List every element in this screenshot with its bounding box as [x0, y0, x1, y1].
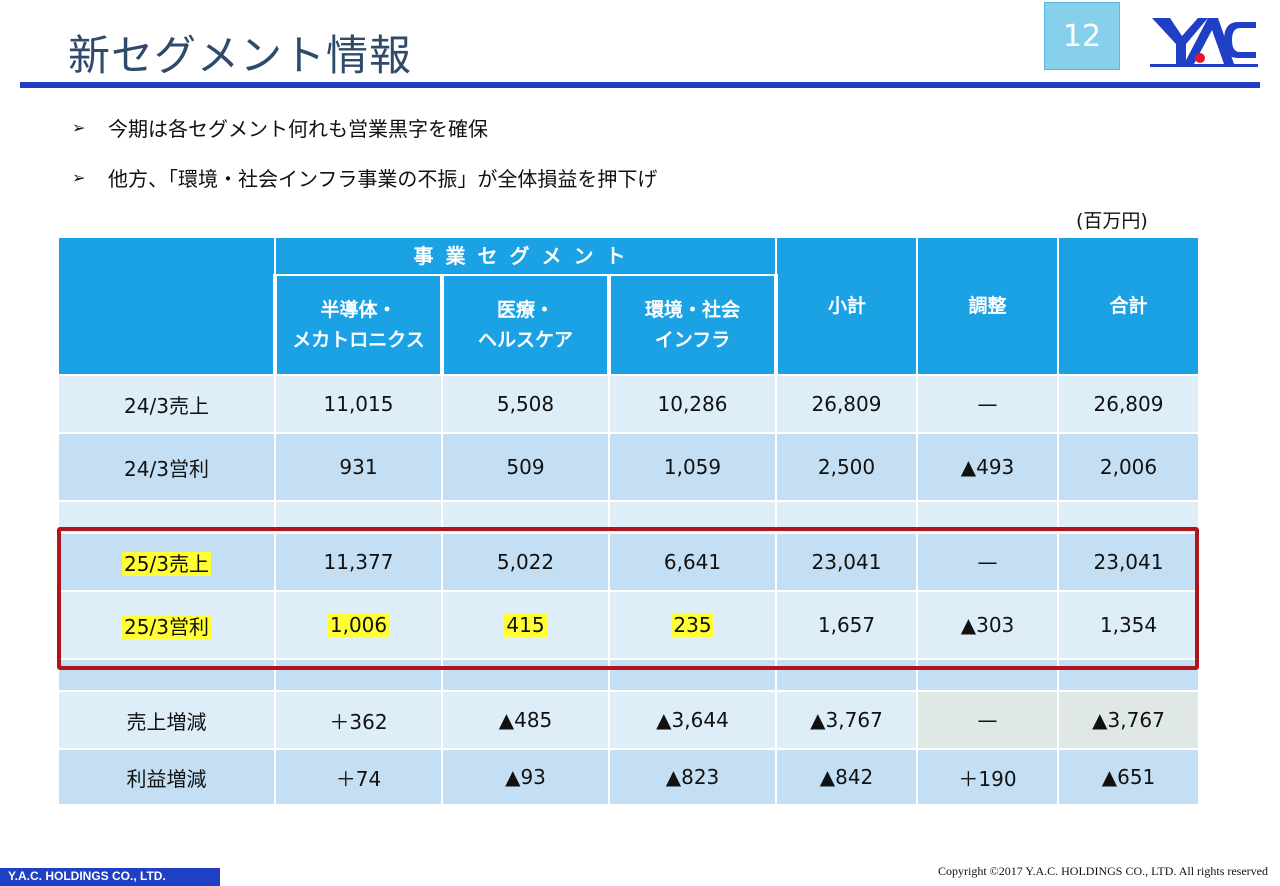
table-cell: —: [916, 374, 1059, 434]
highlighted-label: 25/3営利: [122, 614, 211, 639]
bullet-text: 他方、「環境・社会インフラ事業の不振」が全体損益を押下げ: [108, 166, 658, 191]
table-cell: 5,022: [441, 532, 610, 592]
adjust-header: 調整: [916, 236, 1059, 376]
segment-header-medical: 医療・ ヘルスケア: [441, 274, 610, 376]
table-cell: [608, 658, 777, 692]
segment-header-environment: 環境・社会 インフラ: [607, 274, 778, 376]
highlighted-value: 415: [504, 613, 547, 637]
unit-label: (百万円): [1076, 210, 1148, 232]
row-label: 売上増減: [57, 690, 276, 750]
table-cell: [274, 658, 443, 692]
table-cell: ▲842: [775, 748, 918, 806]
table-cell: —: [916, 690, 1059, 750]
bullet-text: 今期は各セグメント何れも営業黒字を確保: [108, 116, 488, 141]
table-cell: ▲303: [916, 590, 1059, 660]
table-cell: 11,377: [274, 532, 443, 592]
row-label: 24/3売上: [57, 374, 276, 434]
row-label: 25/3売上: [57, 532, 276, 592]
table-cell: [1057, 658, 1200, 692]
header-line: 環境・社会: [644, 299, 740, 321]
subtotal-header: 小計: [775, 236, 918, 376]
segment-table: 事業セグメント 小計 調整 合計 半導体・ メカトロニクス 医療・ ヘルスケア …: [57, 236, 1200, 806]
table-cell: ▲3,767: [1057, 690, 1200, 750]
bullet-item: ➢ 他方、「環境・社会インフラ事業の不振」が全体損益を押下げ: [72, 160, 657, 194]
table-cell: 415: [441, 590, 610, 660]
row-label: 利益増減: [57, 748, 276, 806]
page-title: 新セグメント情報: [68, 31, 413, 80]
header-line: メカトロニクス: [292, 329, 425, 351]
header-line: 医療・: [496, 299, 554, 321]
table-cell: ▲651: [1057, 748, 1200, 806]
highlighted-label: 25/3売上: [122, 551, 211, 576]
table-cell: 5,508: [441, 374, 610, 434]
table-cell: [441, 658, 610, 692]
header-line: 半導体・: [320, 299, 397, 321]
header-line: インフラ: [654, 329, 731, 351]
table-cell: 6,641: [608, 532, 777, 592]
table-row: 25/3売上 11,377 5,022 6,641 23,041 — 23,04…: [57, 532, 1200, 592]
table-cell: ▲3,767: [775, 690, 918, 750]
segment-header-semiconductor: 半導体・ メカトロニクス: [273, 274, 444, 376]
row-label: 25/3営利: [57, 590, 276, 660]
table-cell: 26,809: [775, 374, 918, 434]
table-cell: ▲485: [441, 690, 610, 750]
table-cell: ▲93: [441, 748, 610, 806]
table-cell: 235: [608, 590, 777, 660]
yac-logo: [1150, 18, 1258, 67]
table-cell: 1,006: [274, 590, 443, 660]
arrow-bullet-icon: ➢: [72, 167, 86, 187]
table-row: 利益増減 ＋74 ▲93 ▲823 ▲842 ＋190 ▲651: [57, 748, 1200, 806]
table-cell: ▲3,644: [608, 690, 777, 750]
table-cell: [57, 500, 276, 534]
total-header: 合計: [1057, 236, 1200, 376]
table-row: 売上増減 ＋362 ▲485 ▲3,644 ▲3,767 — ▲3,767: [57, 690, 1200, 750]
title-underline: [20, 82, 1260, 88]
table-cell: 10,286: [608, 374, 777, 434]
header-line: ヘルスケア: [477, 329, 573, 351]
highlighted-value: 1,006: [327, 613, 390, 637]
table-row: 24/3営利 931 509 1,059 2,500 ▲493 2,006: [57, 432, 1200, 502]
table-cell: ▲823: [608, 748, 777, 806]
bullet-item: ➢ 今期は各セグメント何れも営業黒字を確保: [72, 110, 657, 144]
table-cell: 1,059: [608, 432, 777, 502]
header-blank: [57, 236, 276, 376]
arrow-bullet-icon: ➢: [72, 117, 86, 137]
table-cell: ＋190: [916, 748, 1059, 806]
table-cell: 1,657: [775, 590, 918, 660]
table-cell: —: [916, 532, 1059, 592]
table-cell: 23,041: [1057, 532, 1200, 592]
footer-copyright: Copyright ©2017 Y.A.C. HOLDINGS CO., LTD…: [938, 864, 1268, 878]
page-number: 12: [1044, 2, 1120, 70]
table-cell: 2,500: [775, 432, 918, 502]
table-cell: 26,809: [1057, 374, 1200, 434]
table-row: 24/3売上 11,015 5,508 10,286 26,809 — 26,8…: [57, 374, 1200, 434]
row-label: 24/3営利: [57, 432, 276, 502]
bullet-list: ➢ 今期は各セグメント何れも営業黒字を確保 ➢ 他方、「環境・社会インフラ事業の…: [72, 110, 657, 210]
footer-panel: [220, 858, 1280, 886]
spacer-row: [57, 658, 1200, 692]
table-cell: [775, 658, 918, 692]
table-cell: ＋362: [274, 690, 443, 750]
table-cell: ＋74: [274, 748, 443, 806]
footer-company: Y.A.C. HOLDINGS CO., LTD.: [8, 869, 166, 883]
table-cell: [57, 658, 276, 692]
table-cell: 931: [274, 432, 443, 502]
table-row: 25/3営利 1,006 415 235 1,657 ▲303 1,354: [57, 590, 1200, 660]
table-cell: ▲493: [916, 432, 1059, 502]
table-cell: 509: [441, 432, 610, 502]
table-cell: 2,006: [1057, 432, 1200, 502]
table-cell: [916, 658, 1059, 692]
table-cell: 11,015: [274, 374, 443, 434]
segment-group-header: 事業セグメント: [274, 236, 777, 276]
highlight-box: [57, 527, 1199, 670]
highlighted-value: 235: [671, 613, 714, 637]
table-cell: 23,041: [775, 532, 918, 592]
